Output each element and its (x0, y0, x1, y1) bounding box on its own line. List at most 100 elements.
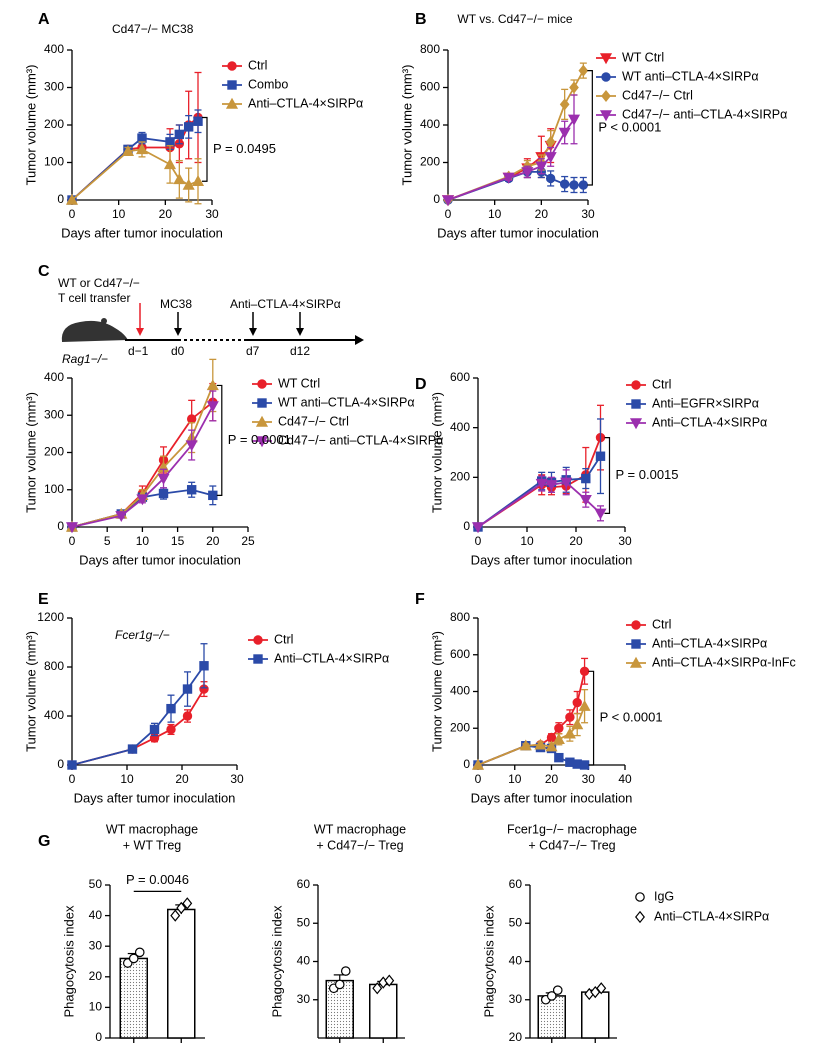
marker (502, 172, 515, 184)
x-tick-label: 30 (582, 772, 596, 786)
marker (253, 654, 263, 664)
arrowhead (296, 328, 304, 336)
marker (569, 180, 579, 190)
legend-label: Ctrl (274, 632, 293, 646)
marker (631, 399, 641, 409)
marker (199, 661, 209, 671)
y-tick-label: 100 (44, 482, 64, 496)
marker (134, 947, 145, 958)
y-tick-label: 200 (44, 117, 64, 131)
marker (441, 195, 455, 207)
panel-letter: E (38, 591, 49, 608)
marker (137, 133, 147, 143)
legend-label: WT Ctrl (622, 50, 664, 64)
x-axis-label: Days after tumor inoculation (437, 225, 599, 240)
marker (546, 732, 557, 743)
diagram-text: Rag1−/− (62, 352, 108, 366)
marker (554, 752, 564, 763)
bar (369, 983, 398, 1039)
marker (67, 760, 77, 770)
legend-label: Ctrl (248, 58, 267, 72)
marker (340, 966, 351, 976)
marker (552, 985, 563, 995)
x-tick-label: 10 (112, 207, 126, 221)
significance-bracket (216, 384, 223, 496)
marker (166, 703, 176, 714)
marker (182, 178, 195, 190)
marker (521, 167, 534, 179)
y-tick-label: 30 (89, 938, 103, 952)
x-tick-label: 20 (545, 772, 559, 786)
marker (534, 738, 547, 750)
x-tick-label: 20 (159, 207, 173, 221)
bar (119, 957, 148, 1039)
marker (579, 494, 592, 506)
marker (629, 656, 643, 668)
y-tick-label: 300 (44, 407, 64, 421)
series-line (71, 688, 205, 766)
arrowhead (355, 335, 364, 345)
y-tick-label: 600 (450, 370, 470, 384)
y-tick-label: 800 (450, 610, 470, 624)
x-tick-label: 10 (508, 772, 522, 786)
marker (631, 639, 641, 649)
diagram-text: WT or Cd47−/− (58, 276, 140, 290)
chart-title: WT macrophage (314, 822, 406, 836)
chart-title: WT vs. Cd47−/− mice (457, 12, 572, 26)
chart-title: Fcer1g−/− macrophage (507, 822, 637, 836)
x-axis-label: Days after tumor inoculation (79, 552, 241, 567)
marker (572, 697, 582, 708)
p-value: P = 0.0015 (616, 467, 679, 482)
x-tick-label: 30 (205, 207, 219, 221)
marker (136, 494, 149, 506)
panel-letter: C (38, 263, 50, 280)
marker (567, 114, 581, 126)
y-tick-label: 50 (89, 877, 103, 891)
panel-letter: F (415, 591, 425, 608)
y-tick-label: 0 (57, 192, 64, 206)
y-axis-label: Tumor volume (mm³) (399, 65, 414, 186)
x-tick-label: 0 (69, 207, 76, 221)
marker (173, 173, 186, 185)
marker (163, 158, 177, 170)
x-tick-label: 30 (230, 772, 244, 786)
marker (560, 477, 573, 489)
y-tick-label: 20 (89, 969, 103, 983)
y-tick-label: 0 (463, 519, 470, 533)
chart-title: + Cd47−/− Treg (316, 838, 403, 852)
y-tick-label: 0 (57, 519, 64, 533)
marker (253, 635, 263, 645)
marker (519, 739, 532, 751)
marker (255, 415, 269, 427)
x-tick-label: 20 (535, 207, 549, 221)
y-tick-label: 40 (297, 954, 311, 968)
marker (257, 398, 267, 408)
marker (596, 982, 607, 995)
x-tick-label: 0 (69, 534, 76, 548)
marker (471, 758, 485, 770)
marker (186, 414, 197, 424)
marker (544, 152, 557, 164)
bar (167, 908, 196, 1039)
y-tick-label: 200 (450, 470, 470, 484)
diagram-text: d7 (246, 344, 260, 358)
marker (471, 522, 485, 534)
y-tick-label: 400 (44, 42, 64, 56)
marker (631, 380, 641, 390)
marker (206, 379, 219, 391)
marker (565, 712, 575, 722)
legend-label: Anti–CTLA-4×SIRPα-InFc (652, 655, 796, 669)
x-tick-label: 10 (136, 534, 150, 548)
marker (208, 490, 218, 501)
y-tick-label: 1200 (37, 610, 64, 624)
diagram-text: T cell transfer (58, 291, 130, 305)
y-tick-label: 300 (44, 80, 64, 94)
marker (559, 98, 570, 111)
legend-label: Anti–EGFR×SIRPα (652, 396, 759, 410)
legend-label: Anti–CTLA-4×SIRPα (652, 636, 767, 650)
y-axis-label: Phagocytosis index (481, 905, 496, 1018)
diagram-text: d−1 (128, 344, 149, 358)
marker (165, 137, 175, 147)
marker (182, 897, 193, 910)
